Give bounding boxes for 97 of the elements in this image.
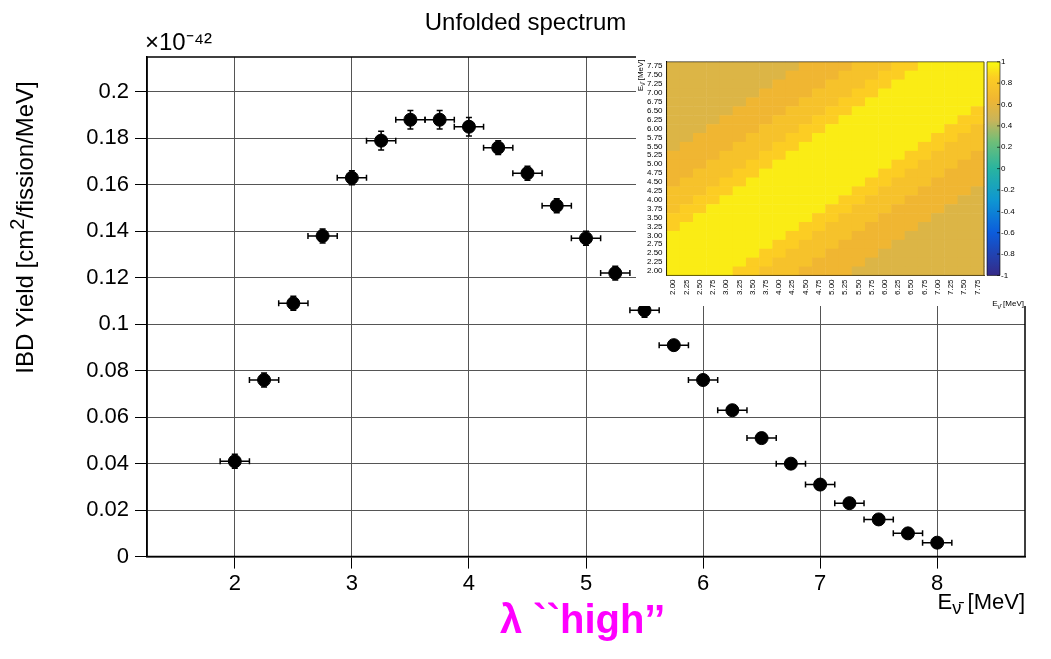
y-tick-label: 4.00 [646, 194, 664, 204]
y-tick-label: 4.50 [646, 177, 664, 187]
color-bar-label: 0 [1001, 163, 1006, 173]
y-tick-label: 0.2 [98, 77, 129, 103]
color-bar-label: -1 [1001, 270, 1009, 280]
y-tick-label: 5.75 [646, 132, 664, 142]
y-tick-label: 7.00 [646, 88, 664, 98]
x-tick-label: 5.00 [827, 278, 837, 296]
x-tick-label: 2.50 [694, 278, 704, 296]
point [257, 373, 272, 387]
point [842, 496, 857, 511]
x-tick-label: 5.25 [840, 278, 850, 296]
point [491, 140, 506, 155]
x-tick-label: 3.75 [760, 278, 770, 296]
y-tick-label: 2.50 [646, 248, 664, 258]
y-tick-label: 0.1 [98, 310, 129, 336]
y-tick-label: 5.25 [646, 150, 664, 160]
x-tick-label: 3.00 [721, 278, 731, 296]
text: λ ``high’’ [500, 596, 666, 642]
y-tick-label: 5.50 [646, 141, 664, 151]
chart-title: Unfolded spectrum [424, 8, 627, 35]
point [227, 454, 242, 469]
y-tick-label: 5.00 [646, 159, 664, 169]
color-bar-label: -0.8 [1001, 249, 1016, 259]
point [344, 170, 359, 185]
y-tick-label: 3.75 [646, 203, 664, 213]
x-tick-label: 4.00 [774, 278, 784, 296]
y-tick-label: 0.02 [86, 496, 129, 522]
x-tick-label: 3 [345, 569, 358, 595]
x-tick-label: 8 [931, 569, 944, 595]
y-tick-label: 4.25 [646, 186, 664, 196]
y-tick-label: 0 [116, 542, 129, 568]
x-tick-label: 5.50 [853, 278, 863, 296]
point [783, 456, 798, 471]
point [696, 373, 711, 387]
x-tick-label: 3.25 [734, 278, 744, 296]
x-tick-label: 6.75 [919, 278, 929, 296]
y-tick-label: 6.75 [646, 97, 664, 107]
color-bar-label: -0.2 [1001, 185, 1016, 195]
x-tick-label: 4.25 [787, 278, 797, 296]
color-bar-label: 0.8 [1001, 78, 1013, 88]
y-tick-label: 3.50 [646, 212, 664, 222]
y-tick-label: 0.18 [86, 124, 129, 150]
y-tick-label: 0.16 [86, 170, 129, 196]
color-bar-label: 0.6 [1001, 99, 1013, 109]
text: ×10⁻⁴² [145, 27, 213, 57]
x-tick-label: 4.50 [800, 278, 810, 296]
y-tick-label: 0.14 [86, 217, 129, 243]
x-tick-label: 4.75 [813, 278, 823, 296]
point [374, 133, 389, 148]
x-tick-label: 2 [228, 569, 241, 595]
y-tick-label: 0.04 [86, 449, 129, 475]
x-tick-label: 5.75 [866, 278, 876, 296]
point [725, 403, 740, 418]
y-tick-label: 2.00 [646, 266, 664, 276]
x-tick-label: 7.00 [932, 278, 942, 296]
x-tick-label: 6.25 [893, 278, 903, 296]
x-axis-title: E$_{ν̄}$ [MeV] [992, 299, 1024, 311]
color-bar-label: 0.4 [1001, 121, 1013, 131]
y-tick-label: 6.00 [646, 123, 664, 133]
x-tick-label: 6.00 [880, 278, 890, 296]
y-tick-label: 7.25 [646, 79, 664, 89]
x-tick-label: 2.00 [668, 278, 678, 296]
y-tick-label: 2.25 [646, 257, 664, 267]
point [930, 535, 945, 550]
point [813, 477, 828, 492]
x-tick-label: 3.50 [747, 278, 757, 296]
y-tick-label: 0.12 [86, 263, 129, 289]
point [666, 338, 681, 353]
x-tick-label: 7 [814, 569, 827, 595]
y-tick-label: 0.06 [86, 403, 129, 429]
y-tick-label: 7.50 [646, 70, 664, 80]
point [754, 431, 769, 446]
y-tick-label: 3.00 [646, 230, 664, 240]
y-tick-label: 4.75 [646, 168, 664, 178]
color-bar-label: 0.2 [1001, 142, 1013, 152]
point [871, 512, 886, 527]
x-tick-label: 2.75 [708, 278, 718, 296]
color-bar-label: -0.4 [1001, 206, 1016, 216]
y-tick-label: 2.75 [646, 239, 664, 249]
point [900, 526, 915, 541]
x-tick-label: 7.50 [959, 278, 969, 296]
x-tick-label: 4 [462, 569, 476, 595]
x-tick-label: 7.75 [972, 278, 982, 296]
x-tick-label: 7.25 [946, 278, 956, 296]
y-tick-label: 6.25 [646, 114, 664, 124]
x-tick-label: 6 [696, 569, 710, 595]
y-tick-label: 6.50 [646, 105, 664, 115]
y-tick-label: 0.08 [86, 356, 129, 382]
x-tick-label: 6.50 [906, 278, 916, 296]
point [461, 119, 476, 134]
color-bar-label: 1 [1001, 57, 1006, 66]
x-tick-label: 5 [579, 569, 593, 595]
color-bar-label: -0.6 [1001, 227, 1016, 237]
y-tick-label: 3.25 [646, 221, 664, 231]
y-tick-label: 7.75 [646, 61, 664, 71]
x-tick-label: 2.25 [681, 278, 691, 296]
